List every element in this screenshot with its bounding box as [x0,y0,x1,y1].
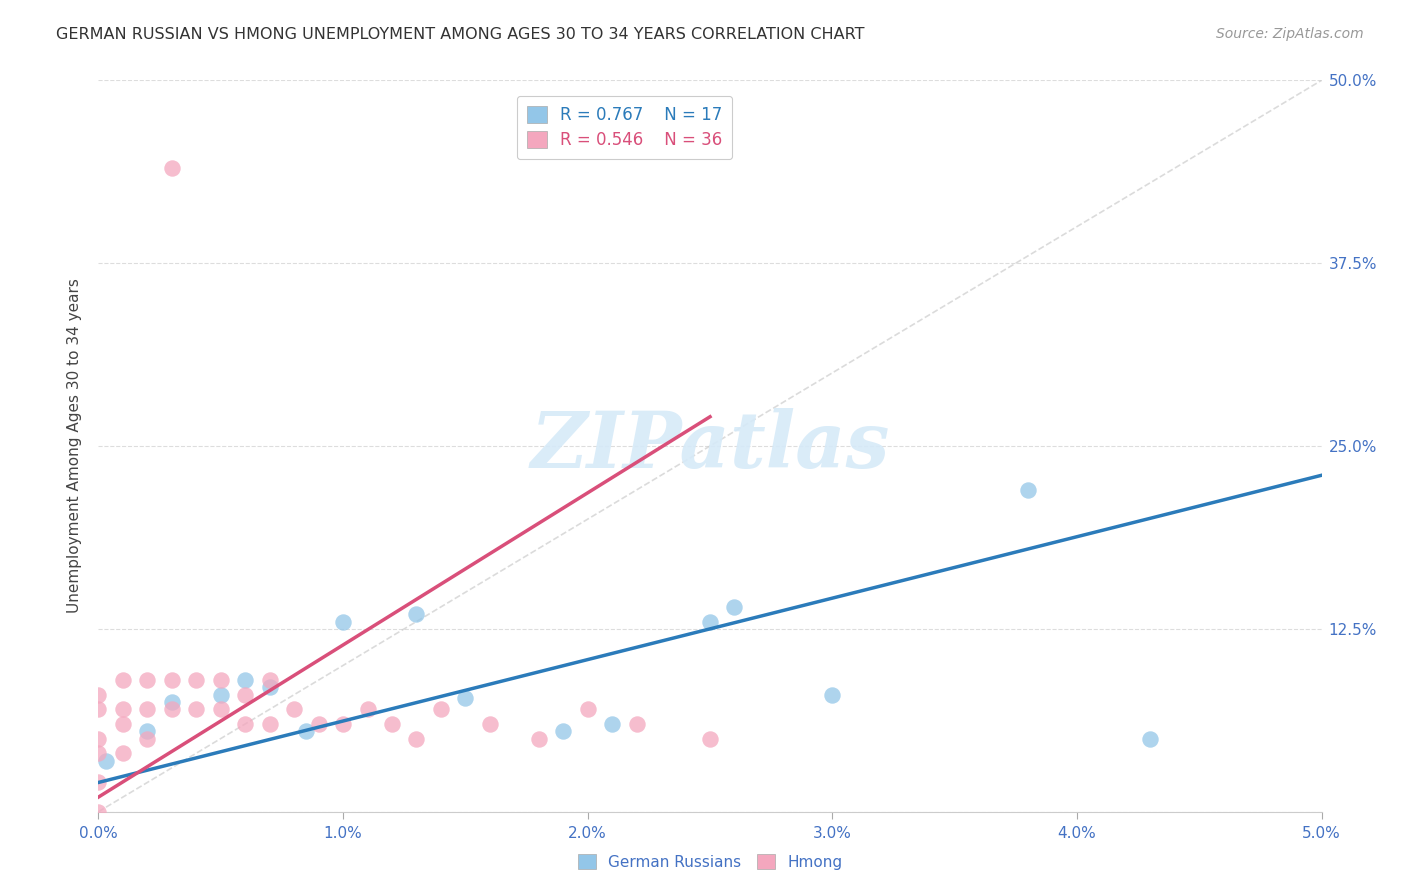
Point [1017,483,1039,497]
Point [136,673,159,687]
Point [233,673,256,687]
Point [295,724,318,739]
Point [87,805,110,819]
Point [259,681,281,695]
Point [430,702,453,716]
Point [94,754,117,768]
Point [111,717,134,731]
Point [136,724,159,739]
Text: ZIPatlas: ZIPatlas [530,408,890,484]
Point [626,717,648,731]
Point [478,717,501,731]
Point [186,673,208,687]
Point [1139,731,1161,746]
Point [87,702,110,716]
Point [233,688,256,702]
Point [381,717,404,731]
Text: GERMAN RUSSIAN VS HMONG UNEMPLOYMENT AMONG AGES 30 TO 34 YEARS CORRELATION CHART: GERMAN RUSSIAN VS HMONG UNEMPLOYMENT AMO… [56,27,865,42]
Point [87,746,110,760]
Point [209,688,232,702]
Point [699,731,721,746]
Point [308,717,330,731]
Point [111,673,134,687]
Point [136,731,159,746]
Point [87,731,110,746]
Point [186,702,208,716]
Point [111,746,134,760]
Point [332,615,354,629]
Point [160,702,183,716]
Point [209,702,232,716]
Text: Source: ZipAtlas.com: Source: ZipAtlas.com [1216,27,1364,41]
Point [405,607,427,622]
Point [821,688,844,702]
Point [111,702,134,716]
Point [576,702,599,716]
Point [553,724,575,739]
Point [723,599,745,614]
Point [332,717,354,731]
Point [136,702,159,716]
Point [87,775,110,789]
Y-axis label: Unemployment Among Ages 30 to 34 years: Unemployment Among Ages 30 to 34 years [67,278,83,614]
Point [87,688,110,702]
Point [527,731,550,746]
Point [160,695,183,709]
Point [259,673,281,687]
Point [160,673,183,687]
Point [454,690,477,705]
Point [259,717,281,731]
Point [160,161,183,175]
Point [209,673,232,687]
Point [699,615,721,629]
Point [356,702,378,716]
Point [405,731,427,746]
Point [283,702,305,716]
Point [233,717,256,731]
Legend: German Russians, Hmong: German Russians, Hmong [569,846,851,877]
Point [600,717,623,731]
